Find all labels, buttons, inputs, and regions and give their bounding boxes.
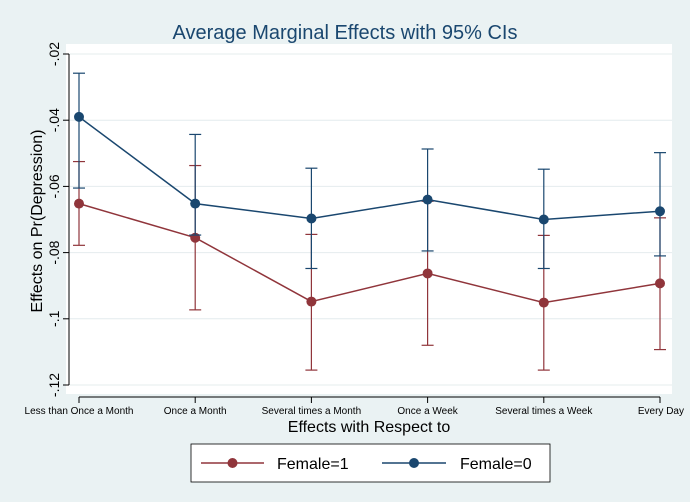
ci-bar	[73, 72, 85, 189]
data-point	[74, 111, 84, 122]
x-axis: Less than Once a Month Once a Month Severa…	[25, 396, 684, 417]
x-tick-label-5: Every Day	[638, 406, 684, 417]
y-axis-title: Effects on Pr(Depression)	[29, 130, 46, 313]
y-tick-label-4: -.04	[46, 108, 62, 132]
plot-area	[66, 44, 672, 394]
data-point	[655, 278, 665, 289]
y-tick-label-5: -.02	[46, 42, 62, 66]
legend-swatch-marker	[227, 458, 238, 468]
data-point	[655, 206, 665, 217]
data-point	[422, 268, 433, 279]
y-tick-label-1: -.1	[46, 310, 62, 327]
grid-lines	[66, 53, 672, 386]
legend-swatch-marker	[409, 458, 419, 468]
y-tick-label-3: -.06	[46, 174, 62, 198]
data-point	[74, 198, 84, 209]
x-tick-label-0: Less than Once a Month	[25, 406, 134, 417]
x-tick-label-3: Once a Week	[397, 406, 458, 417]
series-layer	[73, 72, 666, 371]
x-axis-title: Effects with Respect to	[288, 419, 451, 436]
y-tick-label-2: -.08	[46, 240, 62, 264]
data-point	[422, 194, 433, 205]
data-point	[190, 198, 201, 209]
data-point	[306, 213, 317, 224]
data-point	[538, 297, 549, 308]
legend-label: Female=1	[277, 456, 349, 473]
ci-bar	[654, 152, 666, 257]
data-point	[538, 214, 549, 225]
chart-title: Average Marginal Effects with 95% CIs	[173, 22, 518, 44]
legend-item-2: Female=0	[382, 456, 532, 473]
series-line	[78, 202, 661, 304]
x-tick-label-2: Several times a Month	[262, 406, 362, 417]
series-line	[78, 116, 661, 221]
y-axis: -.12 -.1 -.08 -.06 -.04 -.02	[46, 42, 70, 397]
x-tick-label-1: Once a Month	[164, 406, 227, 417]
legend-item-1: Female=1	[201, 456, 349, 473]
legend: Female=1 Female=0	[190, 443, 551, 483]
x-tick-label-4: Several times a Week	[495, 406, 593, 417]
y-tick-label-0: -.12	[46, 373, 62, 397]
legend-label: Female=0	[460, 456, 532, 473]
ci-bar	[189, 133, 202, 236]
legend-items: Female=1 Female=0	[201, 456, 532, 473]
series-2	[73, 72, 666, 270]
data-point	[306, 296, 317, 307]
